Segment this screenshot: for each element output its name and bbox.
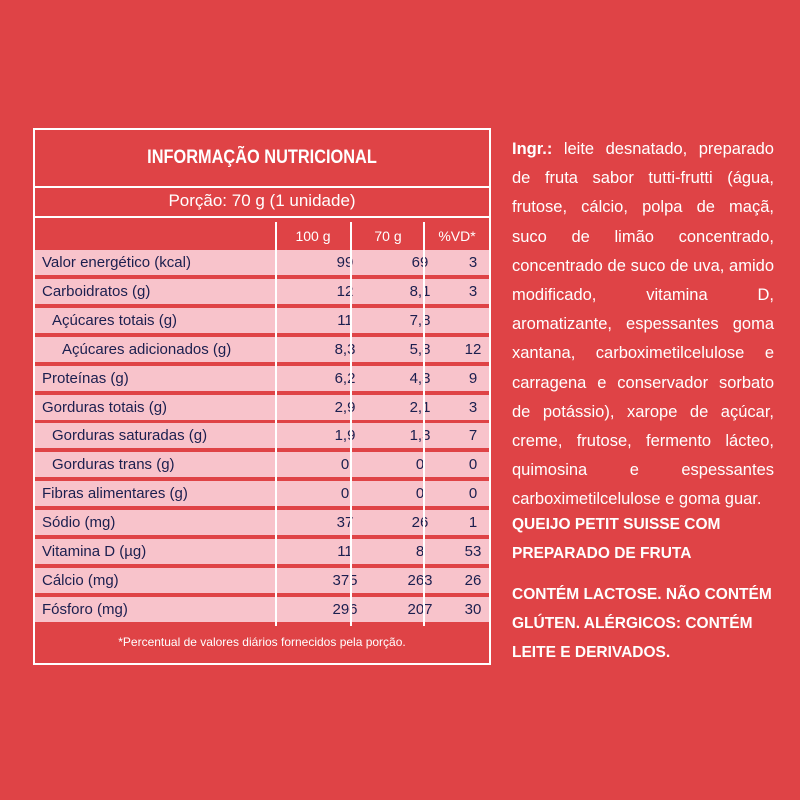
value-70g: 0 <box>415 485 425 503</box>
value-100g: 0 <box>340 456 350 474</box>
nutrient-label: Açúcares adicionados (g) <box>62 340 232 358</box>
value-vd: 7 <box>468 427 478 445</box>
header-vd: %VD* <box>438 228 476 244</box>
divider <box>35 216 489 218</box>
value-70g: 263 <box>407 571 433 589</box>
value-vd: 3 <box>468 254 478 271</box>
value-100g: 2,9 <box>334 398 356 416</box>
nutrient-label: Carboidratos (g) <box>42 282 151 300</box>
table-title: INFORMAÇÃO NUTRICIONAL <box>147 147 377 168</box>
header-70g: 70 g <box>374 228 402 244</box>
nutrient-label: Valor energético (kcal) <box>42 254 191 271</box>
nutrient-label: Gorduras trans (g) <box>52 456 175 474</box>
value-70g: 8,1 <box>409 282 431 300</box>
value-vd: 3 <box>468 282 478 300</box>
ingredients-label: Ingr.: <box>512 140 553 158</box>
value-vd <box>458 308 488 333</box>
table-row: Fibras alimentares (g) 0 0 0 <box>35 481 489 507</box>
value-70g: 207 <box>407 600 433 618</box>
value-vd: 1 <box>468 514 478 532</box>
column-divider <box>275 222 277 626</box>
value-vd: 3 <box>468 398 478 416</box>
column-divider <box>423 222 425 626</box>
value-100g: 1,9 <box>334 427 356 445</box>
table-row: Sódio (mg) 37 26 1 <box>35 510 489 536</box>
nutrient-label: Gorduras saturadas (g) <box>52 427 208 445</box>
ingredients-text: leite desnatado, preparado de fruta sabo… <box>512 140 774 509</box>
value-100g: 0 <box>340 485 350 503</box>
header-100g: 100 g <box>295 228 331 244</box>
table-row: Valor energético (kcal) 99 69 3 <box>35 250 489 275</box>
value-70g: 1,3 <box>409 427 431 445</box>
value-70g: 4,3 <box>409 369 431 387</box>
table-row: Gorduras totais (g) 2,9 2,1 3 <box>35 394 489 420</box>
column-divider <box>350 222 352 626</box>
value-vd: 0 <box>468 485 478 503</box>
value-vd: 9 <box>468 369 478 387</box>
value-70g: 7,8 <box>409 311 431 329</box>
value-vd: 26 <box>464 571 482 589</box>
value-100g: 6,2 <box>334 369 356 387</box>
nutrient-label: Cálcio (mg) <box>42 571 119 589</box>
ingredients-list: Ingr.: leite desnatado, preparado de fru… <box>512 135 774 515</box>
table-row: Cálcio (mg) 375 263 26 <box>35 567 489 593</box>
value-70g: 0 <box>415 456 425 474</box>
table-row: Fósforo (mg) 296 207 30 <box>35 596 489 622</box>
footnote: *Percentual de valores diários fornecido… <box>118 635 406 649</box>
value-vd: 12 <box>464 340 482 358</box>
product-name: QUEIJO PETIT SUISSE COM PREPARADO DE FRU… <box>512 516 721 562</box>
value-70g: 69 <box>411 254 429 271</box>
value-70g: 8 <box>415 543 425 560</box>
table-row: Vitamina D (µg) 11 8 53 <box>35 539 489 564</box>
nutrient-label: Sódio (mg) <box>42 514 116 532</box>
value-100g: 11 <box>337 311 353 329</box>
nutrition-table: INFORMAÇÃO NUTRICIONAL Porção: 70 g (1 u… <box>33 128 491 665</box>
value-70g: 5,8 <box>409 340 431 358</box>
value-70g: 2,1 <box>409 398 431 416</box>
nutrient-label: Gorduras totais (g) <box>42 398 168 416</box>
value-100g: 296 <box>332 600 358 618</box>
value-100g: 8,3 <box>334 340 356 358</box>
nutrient-label: Fósforo (mg) <box>42 600 128 618</box>
nutrient-label: Fibras alimentares (g) <box>42 485 188 503</box>
value-100g: 37 <box>336 514 354 532</box>
table-row: Proteínas (g) 6,2 4,3 9 <box>35 365 489 391</box>
value-vd: 30 <box>464 600 482 618</box>
divider <box>35 186 489 188</box>
value-vd: 53 <box>464 543 482 560</box>
value-vd: 0 <box>468 456 478 474</box>
table-row: Gorduras trans (g) 0 0 0 <box>35 452 489 478</box>
nutrient-label: Açúcares totais (g) <box>52 311 178 329</box>
table-row: Gorduras saturadas (g) 1,9 1,3 7 <box>35 423 489 449</box>
table-row: Açúcares totais (g) 11 7,8 <box>35 307 489 333</box>
allergen-info: CONTÉM LACTOSE. NÃO CONTÉM GLÚTEN. ALÉRG… <box>512 586 772 661</box>
value-100g: 11 <box>337 543 353 560</box>
value-100g: 12 <box>336 282 354 300</box>
nutrient-label: Proteínas (g) <box>42 369 129 387</box>
nutrient-label: Vitamina D (µg) <box>42 543 147 560</box>
value-70g: 26 <box>411 514 429 532</box>
table-row: Carboidratos (g) 12 8,1 3 <box>35 278 489 304</box>
value-100g: 375 <box>332 571 358 589</box>
portion-size: Porção: 70 g (1 unidade) <box>168 191 356 210</box>
value-100g: 99 <box>336 254 354 271</box>
table-row: Açúcares adicionados (g) 8,3 5,8 12 <box>35 336 489 362</box>
